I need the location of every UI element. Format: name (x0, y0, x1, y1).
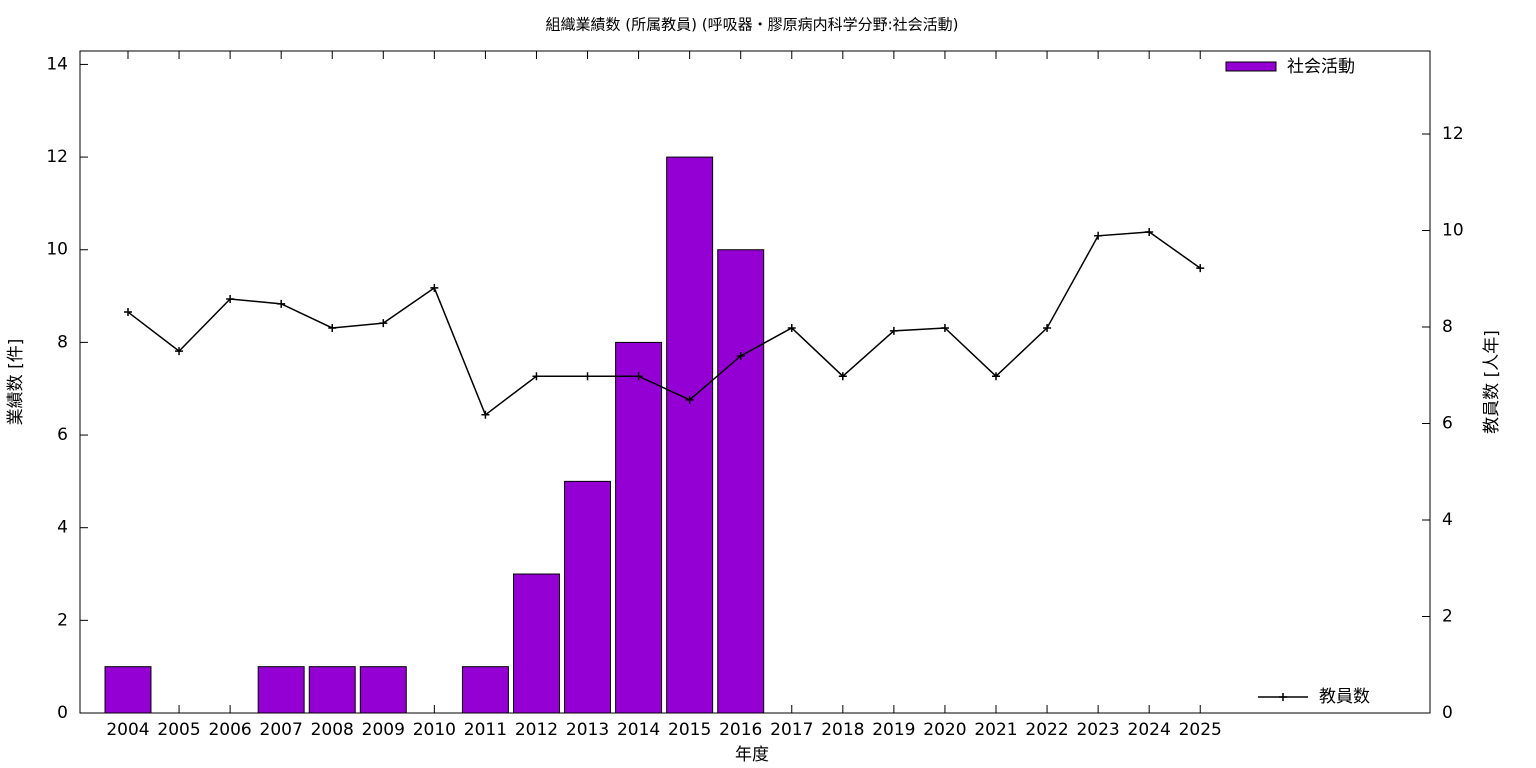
x-tick-label: 2007 (260, 720, 303, 740)
line (127, 231, 1201, 416)
x-tick-label: 2013 (566, 720, 609, 740)
x-axis-label: 年度 (735, 745, 769, 765)
plot-frame (79, 50, 1431, 714)
x-tick-label: 2024 (1128, 720, 1171, 740)
x-tick-label: 2017 (770, 720, 813, 740)
point (787, 323, 796, 332)
point (1043, 323, 1052, 332)
y-tick-label: 0 (57, 703, 68, 723)
chart-title: 組織業績数 (所属教員) (呼吸器・膠原病内科学分野:社会活動) (545, 16, 958, 34)
y2-tick-label: 0 (1442, 703, 1453, 723)
point (532, 372, 541, 381)
bar (257, 666, 305, 714)
point (175, 347, 184, 356)
bar (308, 666, 356, 714)
bar (461, 666, 509, 714)
point (889, 326, 898, 335)
point (940, 323, 949, 332)
x-tick-label: 2014 (617, 720, 660, 740)
x-tick-label: 2021 (974, 720, 1017, 740)
point (430, 283, 439, 292)
x-tick-label: 2023 (1076, 720, 1119, 740)
point (1094, 231, 1103, 240)
y-tick-label: 10 (46, 240, 68, 260)
point (1196, 264, 1205, 273)
legend-label: 教員数 (1319, 687, 1370, 707)
y-tick-label: 12 (46, 147, 68, 167)
point (634, 372, 643, 381)
legend-label: 社会活動 (1287, 57, 1355, 77)
legend-swatch (1279, 693, 1287, 701)
bar (615, 341, 663, 714)
bar (104, 666, 152, 714)
bar (359, 666, 407, 714)
y-tick-label: 14 (46, 54, 68, 74)
point (685, 395, 694, 404)
point (123, 308, 132, 317)
x-tick-label: 2019 (872, 720, 915, 740)
point (328, 323, 337, 332)
y-tick-label: 6 (57, 425, 68, 445)
bar (512, 573, 560, 714)
point (1145, 227, 1154, 236)
bar (666, 156, 714, 714)
x-tick-label: 2005 (157, 720, 200, 740)
x-tick-label: 2018 (821, 720, 864, 740)
point (481, 410, 490, 419)
y-tick-label: 2 (57, 610, 68, 630)
x-tick-label: 2006 (208, 720, 251, 740)
point (226, 295, 235, 304)
y2-tick-label: 12 (1442, 124, 1464, 144)
x-tick-label: 2025 (1179, 720, 1222, 740)
point (838, 372, 847, 381)
y2-tick-label: 2 (1442, 606, 1453, 626)
x-tick-label: 2008 (311, 720, 354, 740)
y2-axis-label: 教員数 [人年] (1482, 330, 1502, 434)
y2-tick-label: 6 (1442, 413, 1453, 433)
y-tick-label: 8 (57, 332, 68, 352)
point (991, 372, 1000, 381)
x-tick-label: 2022 (1025, 720, 1068, 740)
x-tick-label: 2012 (515, 720, 558, 740)
x-tick-label: 2004 (106, 720, 149, 740)
bar (564, 480, 612, 714)
x-tick-label: 2009 (362, 720, 405, 740)
point (736, 351, 745, 360)
y2-tick-label: 10 (1442, 220, 1464, 240)
point (277, 299, 286, 308)
point (379, 319, 388, 328)
y2-tick-label: 8 (1442, 317, 1453, 337)
y-tick-label: 4 (57, 518, 68, 538)
legend-swatch (1225, 61, 1277, 72)
x-tick-label: 2020 (923, 720, 966, 740)
y-axis-label: 業績数 [件] (6, 339, 26, 426)
x-tick-label: 2015 (668, 720, 711, 740)
x-tick-label: 2011 (464, 720, 507, 740)
y2-tick-label: 4 (1442, 510, 1453, 530)
point (583, 372, 592, 381)
x-tick-label: 2010 (413, 720, 456, 740)
bar (717, 249, 765, 714)
x-tick-label: 2016 (719, 720, 762, 740)
